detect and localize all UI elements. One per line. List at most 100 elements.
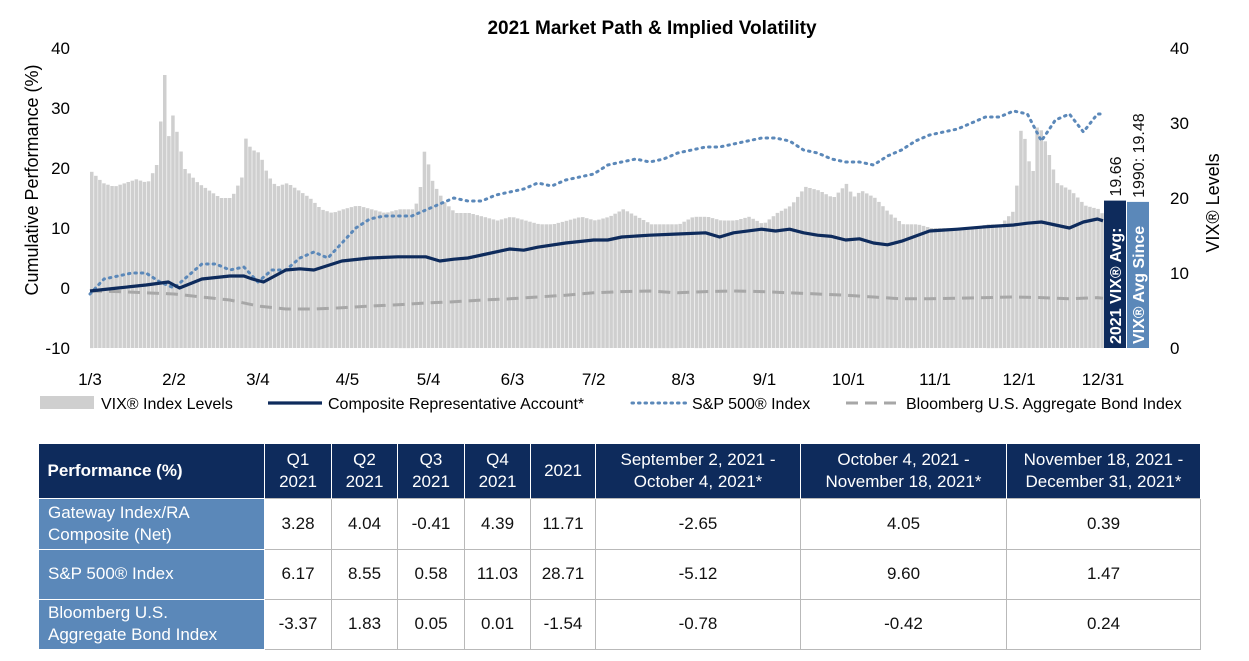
vix-bar: [763, 222, 768, 348]
vix-bar: [264, 170, 268, 348]
vix-bar: [950, 228, 954, 348]
vix-bar: [382, 212, 386, 348]
vix-bar: [309, 198, 313, 348]
table-cell: 4.39: [464, 497, 531, 550]
vix-bar: [378, 211, 382, 348]
table-cell: 28.71: [530, 548, 596, 600]
table-cell: 0.05: [397, 598, 465, 650]
vix-bar: [499, 219, 504, 348]
series-line-dotted: [88, 109, 1105, 296]
vix-bar: [211, 193, 216, 348]
vix-bar: [122, 183, 126, 348]
vix-bar: [90, 171, 94, 349]
vix-bar: [374, 210, 378, 348]
vix-bar: [487, 218, 492, 348]
vix-bar: [386, 212, 390, 348]
vix-bar: [313, 202, 317, 348]
vix-bar: [581, 217, 585, 348]
vix-bar: [982, 225, 987, 348]
vix-bar: [877, 201, 881, 348]
vix-bar: [333, 212, 337, 348]
vix-bar: [163, 75, 167, 348]
vix-bar: [986, 224, 991, 349]
vix-bar: [796, 196, 800, 348]
vix-bar: [402, 209, 406, 349]
vix-bar: [808, 188, 812, 348]
vix-bar: [812, 189, 816, 348]
vix-bar: [353, 206, 358, 348]
table-cell: 3.28: [264, 497, 332, 550]
vix-bar: [609, 215, 613, 348]
table-cell: -1.54: [530, 598, 596, 650]
vix-bar: [248, 146, 252, 348]
vix-bar: [698, 216, 703, 349]
vix-bar: [232, 193, 236, 348]
x-tick-label: 12/1: [1002, 370, 1035, 389]
vix-bar: [390, 211, 394, 348]
column-header-q1: Q1 2021: [264, 444, 332, 498]
table-cell: -0.42: [800, 598, 1007, 650]
vix-bar: [686, 219, 690, 348]
vix-bar: [621, 209, 625, 348]
right-tick-label: 0: [1170, 339, 1179, 358]
vix-bar: [881, 206, 885, 348]
vix-bar: [767, 219, 772, 348]
left-tick-label: 0: [61, 279, 70, 298]
vix-bar: [743, 217, 747, 348]
vix-bar: [337, 210, 341, 348]
table-cell: -0.78: [595, 598, 801, 650]
table-cell: 1.83: [331, 598, 398, 650]
right-axis-label: VIX® Levels: [1203, 153, 1223, 252]
vix-bar: [528, 221, 532, 348]
vix-bar: [179, 151, 183, 348]
vix-bar: [836, 192, 841, 348]
x-tick-label: 7/2: [582, 370, 606, 389]
vix-bar: [678, 223, 682, 348]
vix-bar: [244, 138, 248, 348]
vix-bar: [414, 203, 419, 348]
vix-bar: [779, 210, 784, 348]
vix-bar: [783, 208, 788, 348]
vix-bar: [475, 215, 479, 348]
table-cell: 1.47: [1006, 548, 1201, 600]
table-row: Bloomberg U.S. Aggregate Bond Index -3.37…: [38, 598, 1201, 650]
vix-bar: [167, 136, 171, 348]
x-axis: 1/3 2/2 3/4 4/5 5/4 6/3 7/2 8/3 9/1 10/1 11/1 12/1 1…: [78, 370, 1124, 389]
vix-bar: [909, 224, 914, 349]
vix-bar: [727, 220, 731, 348]
left-axis-label: Cumulative Performance (%): [22, 64, 42, 295]
vix-bar: [219, 198, 224, 348]
x-tick-label: 2/2: [162, 370, 186, 389]
table-cell: 11.71: [530, 497, 596, 550]
vix-bar: [921, 225, 926, 348]
vix-bar: [154, 165, 159, 348]
vix-bar: [589, 219, 593, 348]
x-tick-label: 5/4: [417, 370, 441, 389]
vix-bar: [958, 228, 962, 348]
vix-bar: [925, 227, 930, 348]
vix-bar: [1023, 138, 1027, 348]
vix-bar: [443, 202, 447, 348]
vix-bar: [775, 212, 780, 348]
right-tick-label: 20: [1170, 189, 1189, 208]
table-cell: -0.41: [397, 497, 465, 550]
vix-bar: [459, 213, 463, 348]
vix-bar: [252, 150, 256, 348]
vix-bar: [771, 216, 776, 348]
right-axis: 0 10 20 30 40: [1170, 39, 1189, 358]
left-tick-label: 20: [51, 159, 70, 178]
vix-bar: [187, 173, 191, 348]
vix-bar: [865, 193, 869, 348]
x-tick-label: 8/3: [671, 370, 695, 389]
vix-bar: [731, 220, 735, 348]
vix-bar: [471, 214, 475, 348]
vix-avg-2021-bar: [1104, 200, 1126, 348]
vix-bar: [954, 228, 958, 348]
vix-bar: [856, 192, 861, 348]
vix-bar: [1080, 201, 1084, 348]
vix-bar: [1043, 141, 1047, 348]
table-cell: 0.24: [1006, 598, 1201, 650]
vix-bar: [1039, 130, 1043, 348]
vix-bar: [325, 211, 329, 348]
vix-bar: [974, 227, 979, 348]
